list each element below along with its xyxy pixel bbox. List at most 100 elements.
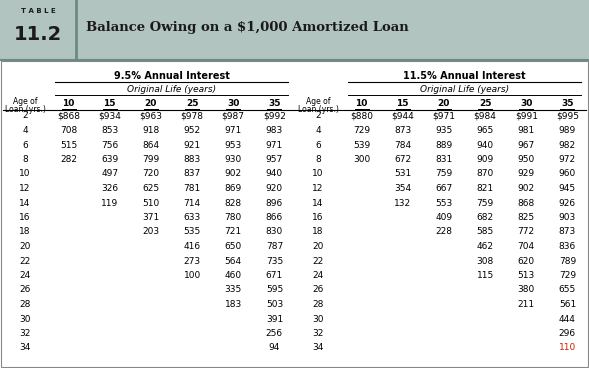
Text: 921: 921 xyxy=(184,141,201,149)
Text: 115: 115 xyxy=(477,271,494,280)
Text: 296: 296 xyxy=(559,329,576,338)
Text: 20: 20 xyxy=(145,99,157,107)
Text: 26: 26 xyxy=(312,286,324,294)
Text: 539: 539 xyxy=(353,141,370,149)
Text: 9.5% Annual Interest: 9.5% Annual Interest xyxy=(114,71,230,81)
Text: 869: 869 xyxy=(224,184,242,193)
Text: 971: 971 xyxy=(266,141,283,149)
Text: 721: 721 xyxy=(224,227,242,237)
Text: 671: 671 xyxy=(266,271,283,280)
Text: 444: 444 xyxy=(559,315,576,323)
Text: 595: 595 xyxy=(266,286,283,294)
Text: 16: 16 xyxy=(19,213,31,222)
Text: 896: 896 xyxy=(266,198,283,208)
Text: 256: 256 xyxy=(266,329,283,338)
Text: 772: 772 xyxy=(518,227,535,237)
Text: 211: 211 xyxy=(518,300,535,309)
Text: 714: 714 xyxy=(184,198,201,208)
Text: 18: 18 xyxy=(312,227,324,237)
Text: 564: 564 xyxy=(224,256,242,265)
Text: 4: 4 xyxy=(22,126,28,135)
Text: 971: 971 xyxy=(224,126,242,135)
Text: 825: 825 xyxy=(518,213,535,222)
Text: 110: 110 xyxy=(559,343,576,353)
Text: 953: 953 xyxy=(224,141,242,149)
Text: 30: 30 xyxy=(520,99,532,107)
Text: 682: 682 xyxy=(477,213,494,222)
Text: 708: 708 xyxy=(60,126,77,135)
Text: 945: 945 xyxy=(559,184,576,193)
Text: 639: 639 xyxy=(101,155,118,164)
Text: 902: 902 xyxy=(224,170,242,178)
Text: Balance Owing on a $1,000 Amortized Loan: Balance Owing on a $1,000 Amortized Loan xyxy=(86,21,409,35)
Text: 32: 32 xyxy=(19,329,31,338)
Text: 965: 965 xyxy=(477,126,494,135)
Text: 553: 553 xyxy=(435,198,452,208)
Text: 873: 873 xyxy=(394,126,411,135)
Text: 24: 24 xyxy=(19,271,31,280)
Text: 935: 935 xyxy=(435,126,452,135)
Text: 561: 561 xyxy=(559,300,576,309)
Text: 18: 18 xyxy=(19,227,31,237)
Text: 864: 864 xyxy=(143,141,160,149)
Text: 960: 960 xyxy=(559,170,576,178)
Text: 8: 8 xyxy=(22,155,28,164)
Bar xyxy=(0,0,589,60)
Text: 28: 28 xyxy=(312,300,324,309)
Text: $991: $991 xyxy=(515,112,538,120)
Text: 650: 650 xyxy=(224,242,242,251)
Text: 535: 535 xyxy=(183,227,201,237)
Text: 828: 828 xyxy=(224,198,242,208)
Text: $944: $944 xyxy=(391,112,414,120)
Text: $934: $934 xyxy=(98,112,121,120)
Text: 926: 926 xyxy=(559,198,576,208)
Text: T A B L E: T A B L E xyxy=(21,8,55,14)
Text: 789: 789 xyxy=(559,256,576,265)
Text: 503: 503 xyxy=(266,300,283,309)
Text: 132: 132 xyxy=(394,198,411,208)
Text: 633: 633 xyxy=(183,213,201,222)
Text: 799: 799 xyxy=(143,155,160,164)
Text: 34: 34 xyxy=(312,343,324,353)
Text: 889: 889 xyxy=(435,141,452,149)
Text: 909: 909 xyxy=(477,155,494,164)
Text: 903: 903 xyxy=(559,213,576,222)
Text: 735: 735 xyxy=(266,256,283,265)
Text: 957: 957 xyxy=(266,155,283,164)
Text: 972: 972 xyxy=(559,155,576,164)
Text: 585: 585 xyxy=(477,227,494,237)
Text: 10: 10 xyxy=(62,99,75,107)
Text: $868: $868 xyxy=(57,112,80,120)
Text: 16: 16 xyxy=(312,213,324,222)
Text: 308: 308 xyxy=(477,256,494,265)
Text: 883: 883 xyxy=(183,155,201,164)
Text: 720: 720 xyxy=(143,170,160,178)
Text: 326: 326 xyxy=(101,184,118,193)
Text: 821: 821 xyxy=(477,184,494,193)
Text: 759: 759 xyxy=(435,170,452,178)
Text: 462: 462 xyxy=(477,242,494,251)
Text: 335: 335 xyxy=(224,286,242,294)
Bar xyxy=(1,61,588,367)
Text: Age of: Age of xyxy=(13,98,37,106)
Text: 929: 929 xyxy=(518,170,535,178)
Text: Age of: Age of xyxy=(306,98,330,106)
Text: 672: 672 xyxy=(394,155,411,164)
Text: 989: 989 xyxy=(559,126,576,135)
Text: 34: 34 xyxy=(19,343,31,353)
Text: 868: 868 xyxy=(518,198,535,208)
Text: 30: 30 xyxy=(19,315,31,323)
Text: 10: 10 xyxy=(355,99,368,107)
Text: Loan (yrs.): Loan (yrs.) xyxy=(5,105,45,113)
Text: 950: 950 xyxy=(518,155,535,164)
Text: 940: 940 xyxy=(266,170,283,178)
Text: 920: 920 xyxy=(266,184,283,193)
Text: $880: $880 xyxy=(350,112,373,120)
Text: 2: 2 xyxy=(315,112,321,120)
Text: 35: 35 xyxy=(561,99,574,107)
Text: 513: 513 xyxy=(518,271,535,280)
Text: 10: 10 xyxy=(19,170,31,178)
Text: 902: 902 xyxy=(518,184,535,193)
Text: $971: $971 xyxy=(432,112,455,120)
Text: 787: 787 xyxy=(266,242,283,251)
